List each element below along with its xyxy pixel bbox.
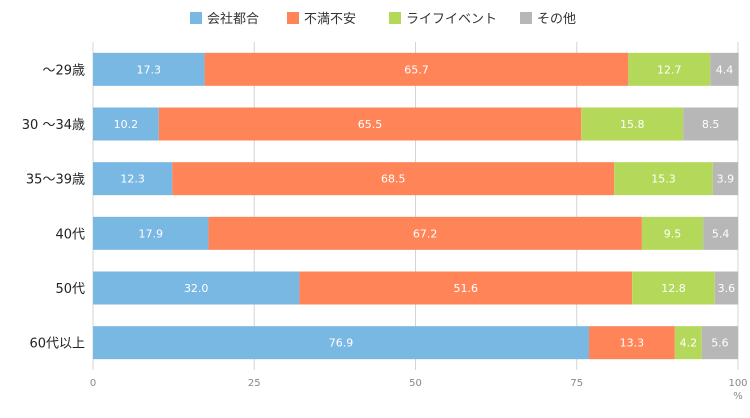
legend-item-3: ライフイベント — [389, 12, 497, 27]
x-tick-label: 75 — [570, 378, 583, 389]
legend-label: 不満不安 — [304, 12, 356, 27]
x-tick-label: 100 — [728, 378, 747, 389]
legend-swatch — [520, 12, 532, 24]
category-label: 60代以上 — [29, 337, 85, 352]
legend-label: ライフイベント — [406, 12, 497, 27]
bar-segment — [93, 107, 159, 141]
category-label: 30 〜34歳 — [22, 118, 85, 133]
bar-segment — [172, 162, 615, 196]
bar-segment — [614, 162, 713, 196]
bar-segment — [93, 326, 590, 360]
bar-segment — [712, 162, 738, 196]
gridlines — [92, 42, 739, 370]
bar-segment — [208, 216, 642, 250]
bar-segment — [581, 107, 684, 141]
legend-swatch — [389, 12, 401, 24]
x-tick-label: 25 — [248, 378, 261, 389]
data-label: 12.8 — [661, 282, 686, 295]
bar-segment — [93, 52, 205, 86]
legend-item-4: その他 — [520, 12, 576, 27]
data-label: 4.2 — [680, 337, 698, 350]
data-label: 5.6 — [711, 337, 729, 350]
category-label: 〜29歳 — [42, 63, 85, 78]
bars: 〜29歳 17.3 65.7 12.7 4.4 30 〜34歳 10.2 65.5 15.8 8.… — [22, 52, 739, 360]
data-label: 17.3 — [137, 63, 162, 76]
data-label: 3.9 — [717, 173, 735, 186]
bar-segment — [93, 162, 173, 196]
data-label: 68.5 — [381, 173, 406, 186]
category-label: 35〜39歳 — [26, 173, 85, 188]
category-label: 40代 — [55, 227, 85, 242]
x-tick-label: 0 — [90, 378, 96, 389]
data-label: 9.5 — [664, 227, 682, 240]
bar-segment — [683, 107, 738, 141]
data-label: 67.2 — [413, 227, 438, 240]
data-label: 17.9 — [138, 227, 163, 240]
bar-segment — [204, 52, 629, 86]
bar-segment — [632, 271, 715, 305]
x-tick-label: 50 — [409, 378, 422, 389]
data-label: 76.9 — [329, 337, 354, 350]
data-label: 4.4 — [716, 63, 734, 76]
data-label: 5.4 — [712, 227, 730, 240]
data-label: 65.5 — [358, 118, 383, 131]
bar-segment — [714, 271, 738, 305]
data-label: 10.2 — [114, 118, 139, 131]
data-label: 8.5 — [702, 118, 720, 131]
data-label: 3.6 — [718, 282, 736, 295]
bar-segment — [641, 216, 704, 250]
data-label: 12.7 — [657, 63, 682, 76]
x-axis: 0 25 50 75 100% — [90, 378, 748, 402]
bar-segment — [703, 216, 738, 250]
data-label: 13.3 — [620, 337, 645, 350]
legend-swatch — [287, 12, 299, 24]
bar-segment — [93, 216, 209, 250]
data-label: 15.3 — [651, 173, 676, 186]
bar-segment — [701, 326, 738, 360]
data-label: 12.3 — [120, 173, 145, 186]
legend-label: 会社都合 — [207, 11, 259, 27]
data-label: 65.7 — [404, 63, 429, 76]
data-label: 32.0 — [184, 282, 209, 295]
data-label: 15.8 — [620, 118, 645, 131]
bar-segment — [158, 107, 582, 141]
data-label: 51.6 — [454, 282, 479, 295]
category-label: 50代 — [55, 282, 85, 297]
bar-segment — [674, 326, 702, 360]
bar-segment — [628, 52, 711, 86]
bar-segment — [589, 326, 675, 360]
x-unit-label: % — [733, 391, 743, 402]
bar-segment — [710, 52, 739, 86]
legend-label: その他 — [537, 12, 576, 27]
bar-segment — [93, 271, 300, 305]
legend-swatch — [190, 12, 202, 24]
bar-segment — [299, 271, 633, 305]
legend: 会社都合 不満不安 ライフイベント その他 — [190, 11, 576, 27]
legend-item-1: 会社都合 — [190, 11, 259, 27]
legend-item-2: 不満不安 — [287, 12, 356, 27]
